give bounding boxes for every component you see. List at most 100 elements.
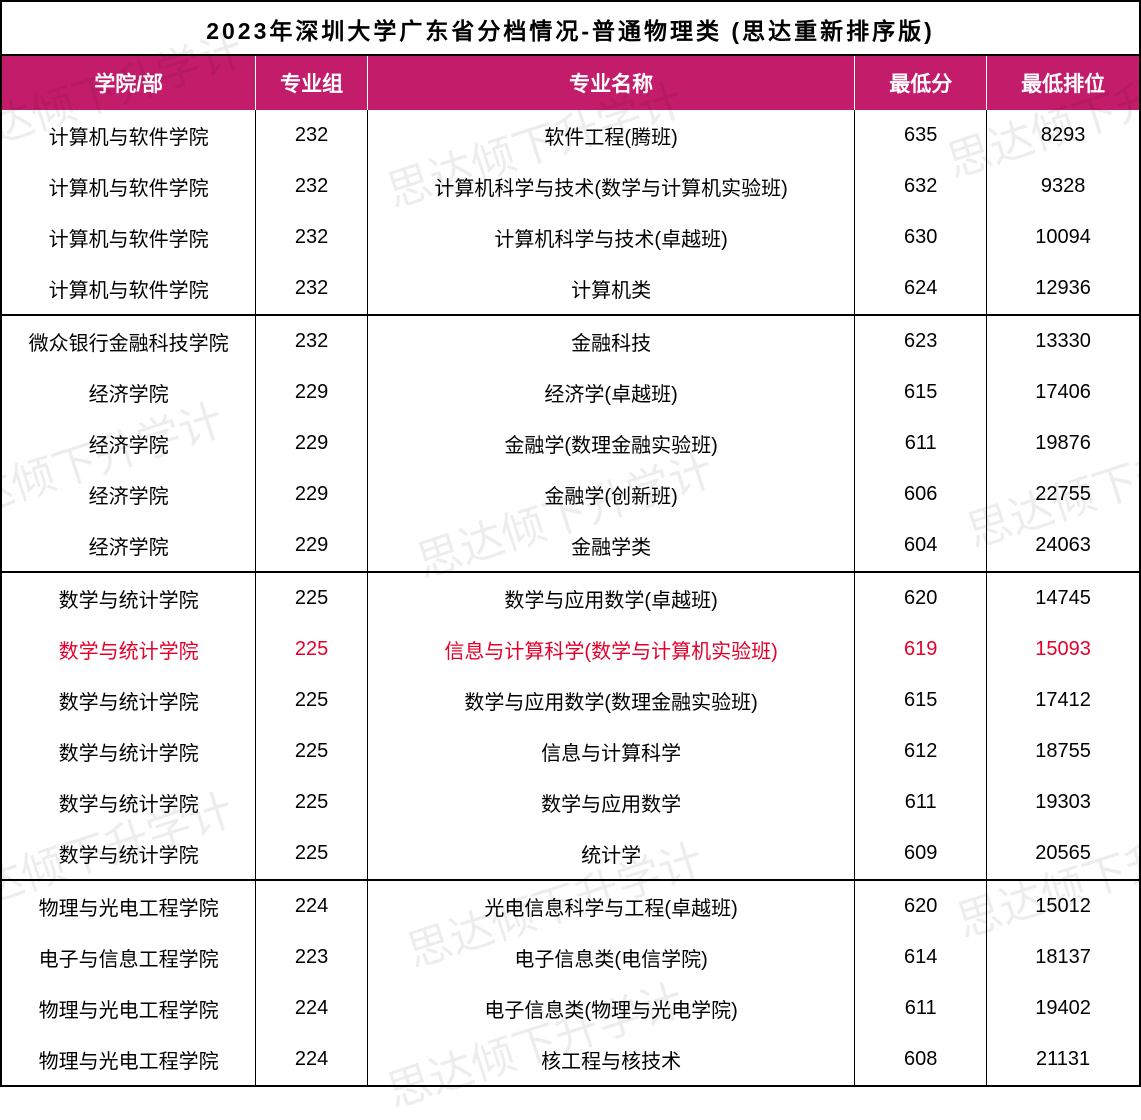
cell-major: 金融学(创新班) (367, 469, 854, 520)
cell-group: 232 (256, 161, 368, 212)
cell-group: 229 (256, 418, 368, 469)
cell-major: 金融学类 (367, 520, 854, 572)
col-header-group: 专业组 (256, 56, 368, 110)
table-row: 电子与信息工程学院223电子信息类(电信学院)61418137 (2, 932, 1139, 983)
table-row: 物理与光电工程学院224电子信息类(物理与光电学院)61119402 (2, 983, 1139, 1034)
cell-group: 229 (256, 367, 368, 418)
cell-college: 数学与统计学院 (2, 675, 256, 726)
cell-major: 金融科技 (367, 315, 854, 367)
table-row: 数学与统计学院225信息与计算科学61218755 (2, 726, 1139, 777)
cell-major: 计算机类 (367, 263, 854, 315)
cell-score: 604 (855, 520, 987, 572)
cell-college: 计算机与软件学院 (2, 110, 256, 161)
cell-score: 635 (855, 110, 987, 161)
cell-group: 232 (256, 315, 368, 367)
cell-rank: 22755 (987, 469, 1139, 520)
cell-major: 电子信息类(物理与光电学院) (367, 983, 854, 1034)
cell-rank: 15012 (987, 880, 1139, 932)
cell-rank: 24063 (987, 520, 1139, 572)
cell-rank: 14745 (987, 572, 1139, 624)
cell-rank: 18137 (987, 932, 1139, 983)
cell-rank: 18755 (987, 726, 1139, 777)
cell-score: 615 (855, 367, 987, 418)
cell-rank: 10094 (987, 212, 1139, 263)
cell-score: 611 (855, 418, 987, 469)
cell-score: 623 (855, 315, 987, 367)
col-header-college: 学院/部 (2, 56, 256, 110)
cell-college: 经济学院 (2, 520, 256, 572)
table-row: 经济学院229经济学(卓越班)61517406 (2, 367, 1139, 418)
table-row: 计算机与软件学院232计算机科学与技术(卓越班)63010094 (2, 212, 1139, 263)
cell-group: 225 (256, 572, 368, 624)
cell-major: 计算机科学与技术(数学与计算机实验班) (367, 161, 854, 212)
col-header-score: 最低分 (855, 56, 987, 110)
cell-group: 224 (256, 880, 368, 932)
cell-major: 数学与应用数学 (367, 777, 854, 828)
table-row: 物理与光电工程学院224核工程与核技术60821131 (2, 1034, 1139, 1085)
cell-college: 经济学院 (2, 418, 256, 469)
cell-major: 数学与应用数学(卓越班) (367, 572, 854, 624)
cell-group: 225 (256, 828, 368, 880)
cell-major: 信息与计算科学(数学与计算机实验班) (367, 624, 854, 675)
cell-group: 232 (256, 263, 368, 315)
cell-college: 数学与统计学院 (2, 572, 256, 624)
cell-rank: 13330 (987, 315, 1139, 367)
cell-rank: 17406 (987, 367, 1139, 418)
cell-rank: 8293 (987, 110, 1139, 161)
cell-college: 数学与统计学院 (2, 624, 256, 675)
cell-major: 计算机科学与技术(卓越班) (367, 212, 854, 263)
table-row: 微众银行金融科技学院232金融科技62313330 (2, 315, 1139, 367)
cell-rank: 9328 (987, 161, 1139, 212)
cell-major: 数学与应用数学(数理金融实验班) (367, 675, 854, 726)
cell-score: 630 (855, 212, 987, 263)
cell-group: 225 (256, 675, 368, 726)
table-row: 物理与光电工程学院224光电信息科学与工程(卓越班)62015012 (2, 880, 1139, 932)
table-row: 经济学院229金融学(数理金融实验班)61119876 (2, 418, 1139, 469)
cell-score: 620 (855, 572, 987, 624)
table-row: 计算机与软件学院232计算机科学与技术(数学与计算机实验班)6329328 (2, 161, 1139, 212)
cell-group: 229 (256, 469, 368, 520)
cell-college: 数学与统计学院 (2, 777, 256, 828)
cell-major: 光电信息科学与工程(卓越班) (367, 880, 854, 932)
cell-group: 223 (256, 932, 368, 983)
cell-rank: 17412 (987, 675, 1139, 726)
table-row: 计算机与软件学院232计算机类62412936 (2, 263, 1139, 315)
cell-group: 224 (256, 1034, 368, 1085)
cell-college: 经济学院 (2, 367, 256, 418)
admission-table: 学院/部 专业组 专业名称 最低分 最低排位 计算机与软件学院232软件工程(腾… (2, 56, 1139, 1085)
cell-major: 信息与计算科学 (367, 726, 854, 777)
cell-group: 224 (256, 983, 368, 1034)
cell-score: 614 (855, 932, 987, 983)
cell-score: 609 (855, 828, 987, 880)
table-row: 数学与统计学院225信息与计算科学(数学与计算机实验班)61915093 (2, 624, 1139, 675)
cell-group: 225 (256, 777, 368, 828)
cell-score: 606 (855, 469, 987, 520)
cell-college: 电子与信息工程学院 (2, 932, 256, 983)
cell-score: 619 (855, 624, 987, 675)
cell-rank: 19402 (987, 983, 1139, 1034)
cell-group: 229 (256, 520, 368, 572)
cell-group: 232 (256, 212, 368, 263)
cell-college: 数学与统计学院 (2, 828, 256, 880)
page-title: 2023年深圳大学广东省分档情况-普通物理类 (思达重新排序版) (2, 2, 1139, 56)
cell-score: 620 (855, 880, 987, 932)
cell-college: 物理与光电工程学院 (2, 1034, 256, 1085)
cell-score: 612 (855, 726, 987, 777)
cell-major: 经济学(卓越班) (367, 367, 854, 418)
cell-rank: 19876 (987, 418, 1139, 469)
cell-major: 核工程与核技术 (367, 1034, 854, 1085)
table-header: 学院/部 专业组 专业名称 最低分 最低排位 (2, 56, 1139, 110)
col-header-rank: 最低排位 (987, 56, 1139, 110)
cell-score: 608 (855, 1034, 987, 1085)
table-row: 数学与统计学院225数学与应用数学61119303 (2, 777, 1139, 828)
col-header-major: 专业名称 (367, 56, 854, 110)
cell-score: 611 (855, 777, 987, 828)
cell-college: 数学与统计学院 (2, 726, 256, 777)
cell-college: 计算机与软件学院 (2, 212, 256, 263)
table-row: 计算机与软件学院232软件工程(腾班)6358293 (2, 110, 1139, 161)
cell-college: 计算机与软件学院 (2, 263, 256, 315)
cell-college: 物理与光电工程学院 (2, 983, 256, 1034)
cell-college: 微众银行金融科技学院 (2, 315, 256, 367)
cell-major: 软件工程(腾班) (367, 110, 854, 161)
cell-rank: 20565 (987, 828, 1139, 880)
